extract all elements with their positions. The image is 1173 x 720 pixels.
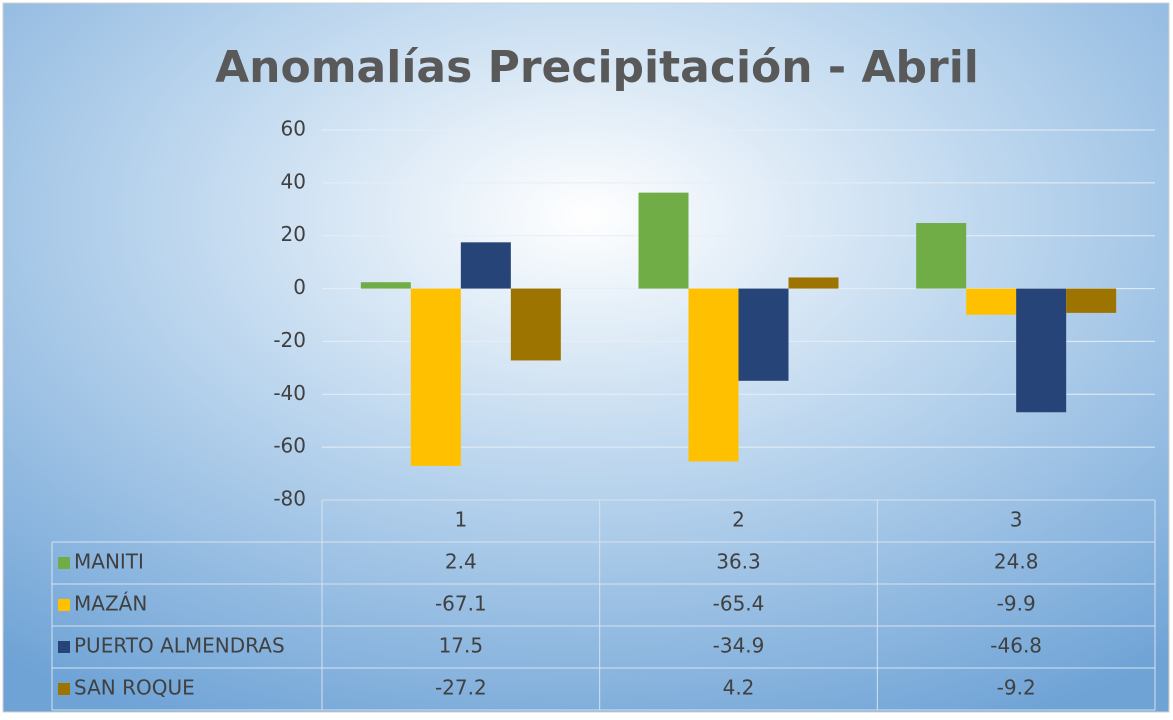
bar xyxy=(1066,288,1117,313)
table-value: -65.4 xyxy=(713,592,765,616)
table-value: 2.4 xyxy=(445,550,477,574)
legend-swatch xyxy=(58,599,70,611)
legend-label: MANITI xyxy=(74,550,144,574)
bar xyxy=(510,288,561,361)
table-value: -9.2 xyxy=(997,676,1036,700)
y-tick-label: -80 xyxy=(273,487,306,511)
table-value: -9.9 xyxy=(997,592,1036,616)
x-tick-label: 3 xyxy=(1010,508,1023,532)
bar xyxy=(460,242,511,289)
chart-title: Anomalías Precipitación - Abril xyxy=(215,42,979,93)
x-tick-label: 2 xyxy=(732,508,745,532)
bar xyxy=(788,277,839,289)
y-tick-label: 60 xyxy=(281,117,306,141)
table-value: 17.5 xyxy=(439,634,484,658)
legend-swatch xyxy=(58,683,70,695)
bar xyxy=(916,223,967,289)
legend-swatch xyxy=(58,641,70,653)
x-tick-label: 1 xyxy=(454,508,467,532)
legend-label: SAN ROQUE xyxy=(74,676,195,700)
table-value: -46.8 xyxy=(990,634,1042,658)
legend-swatch xyxy=(58,557,70,569)
bar xyxy=(1016,288,1067,413)
bar xyxy=(638,192,689,289)
legend-label: MAZÁN xyxy=(74,592,147,616)
y-tick-label: -60 xyxy=(273,434,306,458)
bar xyxy=(738,288,789,381)
table-value: -67.1 xyxy=(435,592,487,616)
table-value: 24.8 xyxy=(994,550,1039,574)
y-tick-label: 40 xyxy=(281,169,306,193)
y-tick-label: -40 xyxy=(273,381,306,405)
bar xyxy=(688,288,739,462)
legend-label: PUERTO ALMENDRAS xyxy=(74,634,285,658)
y-tick-label: 20 xyxy=(281,222,306,246)
table-value: 4.2 xyxy=(723,676,755,700)
y-tick-label: 0 xyxy=(293,275,306,299)
table-value: -34.9 xyxy=(713,634,765,658)
table-value: -27.2 xyxy=(435,676,487,700)
bar xyxy=(360,282,411,289)
table-value: 36.3 xyxy=(716,550,761,574)
y-tick-label: -20 xyxy=(273,328,306,352)
bar xyxy=(410,288,461,466)
bar xyxy=(966,288,1017,315)
